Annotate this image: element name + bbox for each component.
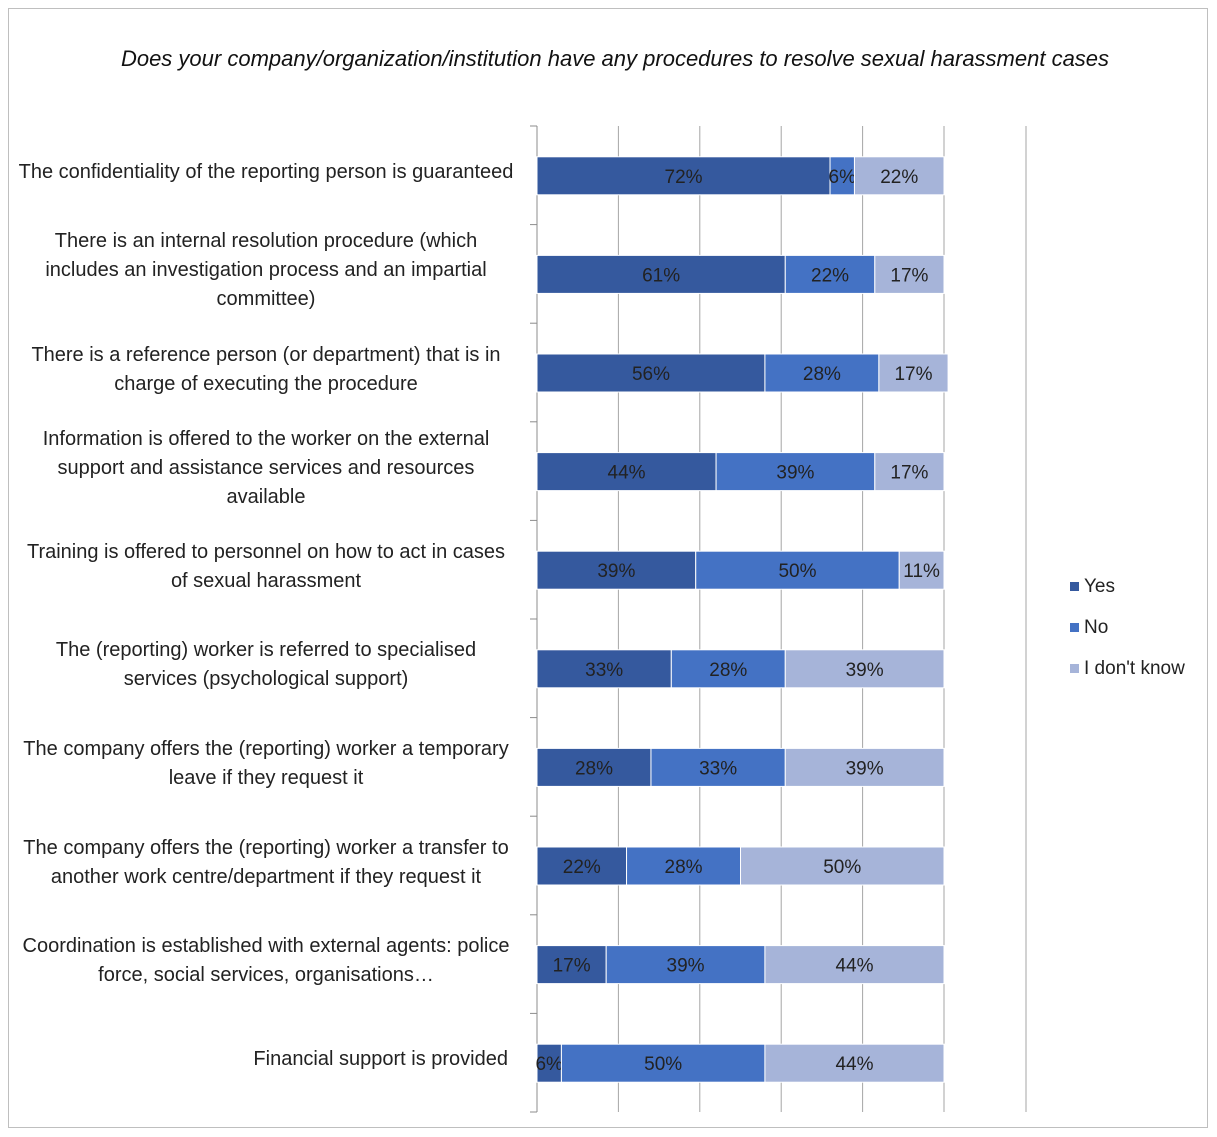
data-label: 33% xyxy=(699,758,737,779)
bar-segment xyxy=(715,452,876,492)
category-label: Information is offered to the worker on … xyxy=(42,427,490,508)
bar-segment xyxy=(536,254,786,294)
bar-segment xyxy=(764,353,880,393)
data-label: 50% xyxy=(778,561,816,582)
bar-segment xyxy=(536,353,766,393)
category-label: Financial support is provided xyxy=(253,1048,508,1071)
data-label: 72% xyxy=(665,167,703,188)
bar-segment xyxy=(784,649,945,689)
category-label: Training is offered to personnel on how … xyxy=(26,540,506,592)
bar-segment xyxy=(898,550,945,590)
legend-swatch xyxy=(1070,664,1079,673)
bar-segment xyxy=(764,945,945,985)
legend: Yes No I don't know xyxy=(1070,566,1185,689)
bar-segment xyxy=(764,1043,945,1083)
bar-segment xyxy=(878,353,949,393)
legend-item: No xyxy=(1070,607,1185,648)
data-label: 39% xyxy=(846,660,884,681)
data-label: 61% xyxy=(642,265,680,286)
legend-swatch xyxy=(1070,623,1079,632)
bar-segment xyxy=(536,550,697,590)
bar-segment xyxy=(695,550,900,590)
data-label: 39% xyxy=(846,758,884,779)
data-label: 44% xyxy=(608,463,646,484)
data-label: 17% xyxy=(894,364,932,385)
category-label: The company offers the (reporting) worke… xyxy=(23,737,509,789)
chart-title: Does your company/organization/instituti… xyxy=(120,46,1110,71)
legend-item: Yes xyxy=(1070,566,1185,607)
bar-segment xyxy=(874,254,945,294)
bar-segment xyxy=(536,649,672,689)
category-label: The (reporting) worker is referred to sp… xyxy=(55,639,477,691)
data-label: 22% xyxy=(880,167,918,188)
data-label: 33% xyxy=(585,660,623,681)
data-label: 39% xyxy=(776,463,814,484)
data-label: 44% xyxy=(835,1054,873,1075)
data-label: 56% xyxy=(632,364,670,385)
data-label: 39% xyxy=(667,956,705,977)
data-label: 28% xyxy=(665,857,703,878)
bar-segment xyxy=(536,156,831,196)
data-label: 50% xyxy=(644,1054,682,1075)
bar-segment xyxy=(670,649,786,689)
data-label: 39% xyxy=(597,561,635,582)
bar-segment xyxy=(560,1043,766,1083)
bar-segment xyxy=(784,254,876,294)
legend-label: No xyxy=(1084,616,1109,638)
bar-segment xyxy=(536,747,652,787)
data-label: 11% xyxy=(903,561,940,582)
bar-segment xyxy=(536,1043,562,1083)
legend-label: Yes xyxy=(1084,575,1115,597)
category-label: The confidentiality of the reporting per… xyxy=(18,160,514,183)
bar-segment xyxy=(536,846,628,886)
data-label: 44% xyxy=(835,956,873,977)
data-label: 6% xyxy=(535,1054,563,1075)
category-label: The company offers the (reporting) worke… xyxy=(23,836,509,888)
data-label: 50% xyxy=(823,857,861,878)
data-label: 6% xyxy=(829,167,857,188)
bar-segment xyxy=(740,846,945,886)
bar-segment xyxy=(853,156,945,196)
data-label: 22% xyxy=(811,265,849,286)
legend-item: I don't know xyxy=(1070,648,1185,689)
data-label: 28% xyxy=(575,758,613,779)
category-label: There is an internal resolution procedur… xyxy=(45,230,487,311)
data-label: 28% xyxy=(709,660,747,681)
bar-segment xyxy=(829,156,855,196)
legend-label: I don't know xyxy=(1084,657,1185,679)
bar-segment xyxy=(626,846,741,886)
data-label: 17% xyxy=(890,265,928,286)
bar-segment xyxy=(874,452,945,492)
data-label: 17% xyxy=(890,463,928,484)
legend-swatch xyxy=(1070,582,1079,591)
bar-segment xyxy=(650,747,786,787)
category-label: Coordination is established with externa… xyxy=(22,935,510,987)
bar-segment xyxy=(536,452,717,492)
data-label: 22% xyxy=(563,857,601,878)
category-label: There is a reference person (or departme… xyxy=(31,343,501,395)
data-label: 17% xyxy=(553,956,591,977)
chart-frame xyxy=(8,8,1208,1128)
bar-segment xyxy=(784,747,945,787)
data-label: 28% xyxy=(803,364,841,385)
bar-segment xyxy=(605,945,766,985)
